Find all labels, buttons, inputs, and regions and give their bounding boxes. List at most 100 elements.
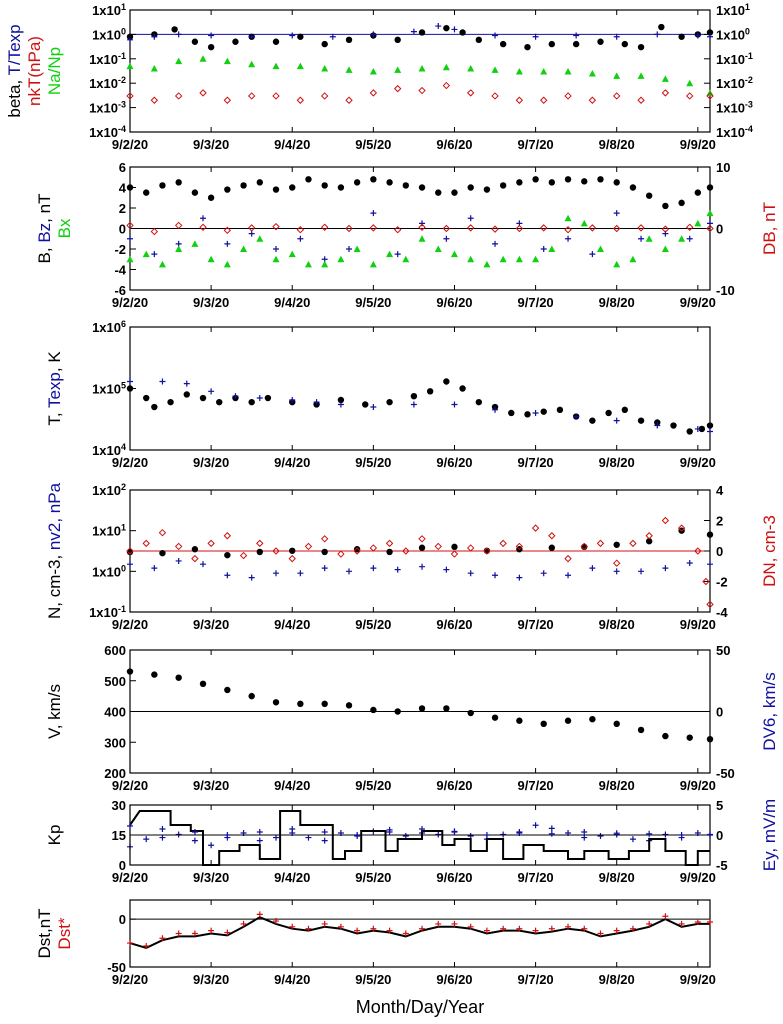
data-point (661, 245, 669, 252)
data-point (208, 32, 215, 39)
data-point (402, 930, 409, 937)
data-point (661, 75, 669, 82)
x-tick-label: 9/4/20 (274, 972, 310, 987)
data-point (492, 240, 499, 247)
data-point (524, 43, 531, 51)
data-point (540, 570, 547, 577)
x-tick-label: 9/6/20 (436, 870, 472, 885)
data-point (706, 422, 714, 429)
data-point (200, 561, 207, 568)
x-tick-label: 9/7/20 (518, 972, 554, 987)
data-point (272, 186, 280, 193)
y-tick-label: 1x10-4 (89, 124, 126, 140)
data-point (191, 240, 199, 247)
data-point (272, 92, 280, 100)
data-point (247, 92, 256, 100)
data-point (686, 79, 694, 87)
data-point (442, 81, 451, 90)
data-point (418, 86, 426, 95)
y-tick-label: -6 (114, 283, 126, 298)
data-point (707, 832, 713, 838)
x-tick-label: 9/9/20 (680, 972, 716, 987)
data-point (499, 182, 507, 189)
data-point (273, 834, 280, 841)
x-tick-label: 9/6/20 (436, 455, 472, 470)
data-point (706, 735, 714, 743)
data-point (621, 40, 629, 48)
y-tick-label-right: 0 (716, 828, 723, 843)
data-point (386, 829, 393, 835)
data-point (272, 222, 280, 231)
data-point (248, 574, 255, 581)
data-point (581, 829, 588, 835)
data-point (175, 179, 182, 186)
data-point (418, 705, 426, 712)
series-blue (127, 378, 713, 435)
data-point (548, 825, 555, 832)
data-point (467, 923, 474, 930)
data-point (654, 31, 661, 38)
y-tick-label-right: -5 (716, 858, 728, 873)
data-point (500, 925, 507, 932)
data-point (345, 36, 353, 44)
x-tick-label: 9/8/20 (599, 137, 635, 152)
data-point (532, 409, 539, 416)
data-point (248, 398, 255, 406)
data-point (321, 837, 328, 844)
axis-label: Kp (45, 825, 64, 846)
data-point (539, 96, 548, 104)
panel-T: 1x104 1x105 1x106 T, Texp, K 9/2/20 9/3/20 9/4… (45, 319, 716, 470)
axis-label-part: , nT (35, 194, 54, 223)
data-point (320, 223, 329, 231)
data-point (240, 182, 247, 189)
y-tick-label: 200 (104, 766, 126, 781)
x-tick-label: 9/9/20 (680, 295, 716, 310)
data-point (662, 913, 669, 920)
data-point (613, 830, 620, 837)
data-point (613, 417, 620, 424)
series-black (126, 668, 714, 743)
data-point (353, 547, 361, 555)
axis-label: Ey, mV/m (760, 799, 779, 871)
axis-label-part: DV6, km/s (760, 672, 779, 750)
x-tick-label: 9/7/20 (518, 295, 554, 310)
data-point (564, 226, 572, 234)
data-point (467, 570, 474, 577)
series-green (126, 209, 714, 268)
y-tick-label: 0 (119, 858, 126, 873)
data-point (394, 66, 402, 73)
data-point (466, 89, 475, 97)
data-point (467, 255, 475, 263)
x-tick-label: 9/9/20 (680, 617, 716, 632)
x-tick-label: 9/7/20 (518, 870, 554, 885)
plot-frame (129, 899, 711, 968)
y-tick-label-right: 1x10-3 (716, 100, 753, 116)
data-point (661, 89, 670, 97)
data-point (467, 709, 474, 717)
data-point (223, 260, 231, 268)
axis-label-part: DN, cm-3 (760, 515, 779, 587)
data-point (451, 829, 458, 835)
data-point (706, 209, 714, 217)
data-point (272, 38, 280, 45)
data-point (151, 251, 158, 258)
data-point (304, 260, 312, 268)
axis-label: Na/Np (45, 47, 64, 95)
data-point (678, 920, 685, 927)
data-point (191, 546, 199, 553)
data-point (402, 255, 410, 263)
data-point (707, 919, 713, 926)
data-point (589, 417, 596, 424)
y-tick-label: 500 (104, 674, 126, 689)
series-blue (127, 557, 713, 581)
data-point (678, 235, 686, 242)
data-point (418, 29, 426, 36)
series-black (129, 916, 710, 949)
data-point (289, 826, 296, 832)
data-point (694, 547, 702, 555)
data-point (174, 221, 183, 230)
axis-label-part: N, cm-3, (45, 550, 64, 619)
data-point (572, 40, 580, 48)
data-point (402, 182, 410, 189)
y-tick-label: -50 (107, 960, 126, 975)
